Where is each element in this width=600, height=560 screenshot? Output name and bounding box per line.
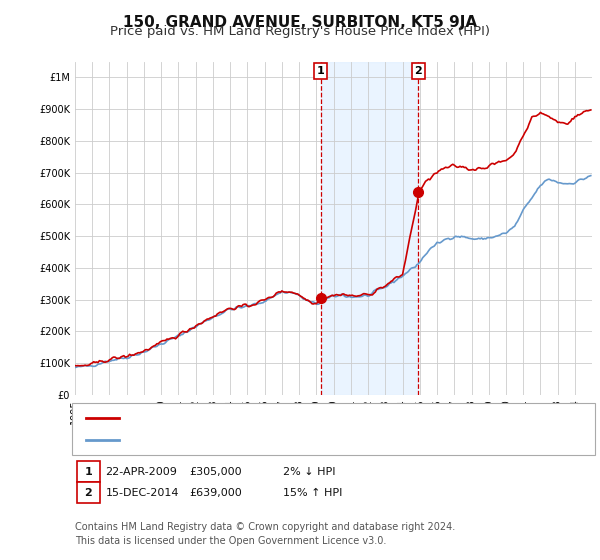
Text: 150, GRAND AVENUE, SURBITON, KT5 9JA: 150, GRAND AVENUE, SURBITON, KT5 9JA xyxy=(123,15,477,30)
Text: £305,000: £305,000 xyxy=(190,466,242,477)
Text: 150, GRAND AVENUE, SURBITON, KT5 9JA (semi-detached house): 150, GRAND AVENUE, SURBITON, KT5 9JA (se… xyxy=(125,413,487,423)
Text: £639,000: £639,000 xyxy=(190,488,242,498)
Text: HPI: Average price, semi-detached house, Kingston upon Thames: HPI: Average price, semi-detached house,… xyxy=(125,435,490,445)
Text: 2: 2 xyxy=(415,66,422,76)
Text: 15-DEC-2014: 15-DEC-2014 xyxy=(106,488,179,498)
Text: Price paid vs. HM Land Registry's House Price Index (HPI): Price paid vs. HM Land Registry's House … xyxy=(110,25,490,38)
Bar xyxy=(320,62,418,395)
Text: 15% ↑ HPI: 15% ↑ HPI xyxy=(283,488,342,498)
Text: Contains HM Land Registry data © Crown copyright and database right 2024.
This d: Contains HM Land Registry data © Crown c… xyxy=(75,522,455,546)
Text: 1: 1 xyxy=(85,466,92,477)
Text: 1: 1 xyxy=(317,66,325,76)
Text: 2% ↓ HPI: 2% ↓ HPI xyxy=(283,466,335,477)
Text: 2: 2 xyxy=(85,488,92,498)
Text: 22-APR-2009: 22-APR-2009 xyxy=(106,466,178,477)
